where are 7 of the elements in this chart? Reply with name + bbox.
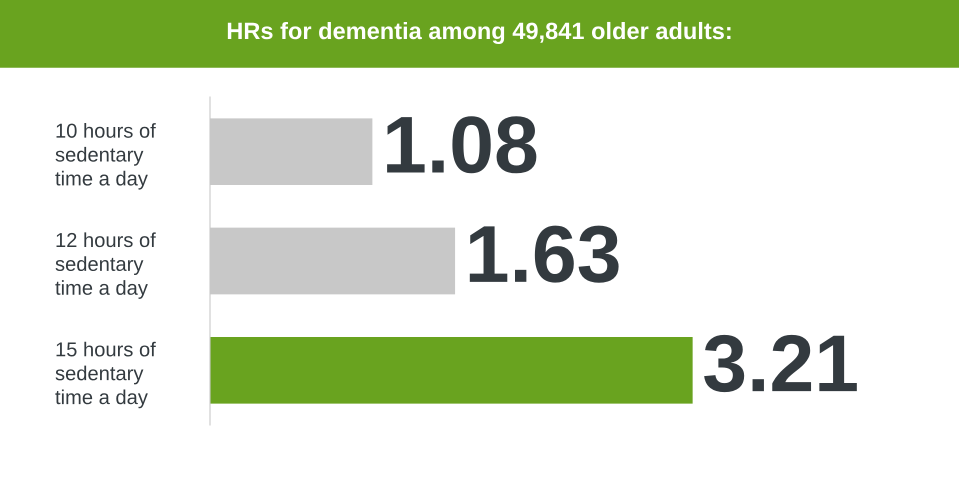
chart-title: HRs for dementia among 49,841 older adults: [228,22,730,44]
data-label: 1.63 [470,226,619,283]
data-label: 1.08 [387,116,536,174]
y-tick-label: 10 hours of sedentary time a day [55,123,156,190]
data-label: 3.21 [704,334,857,392]
y-tick-label: 12 hours of sedentary time a day [55,232,156,299]
y-tick-label: 15 hours of sedentary time a day [55,342,156,408]
